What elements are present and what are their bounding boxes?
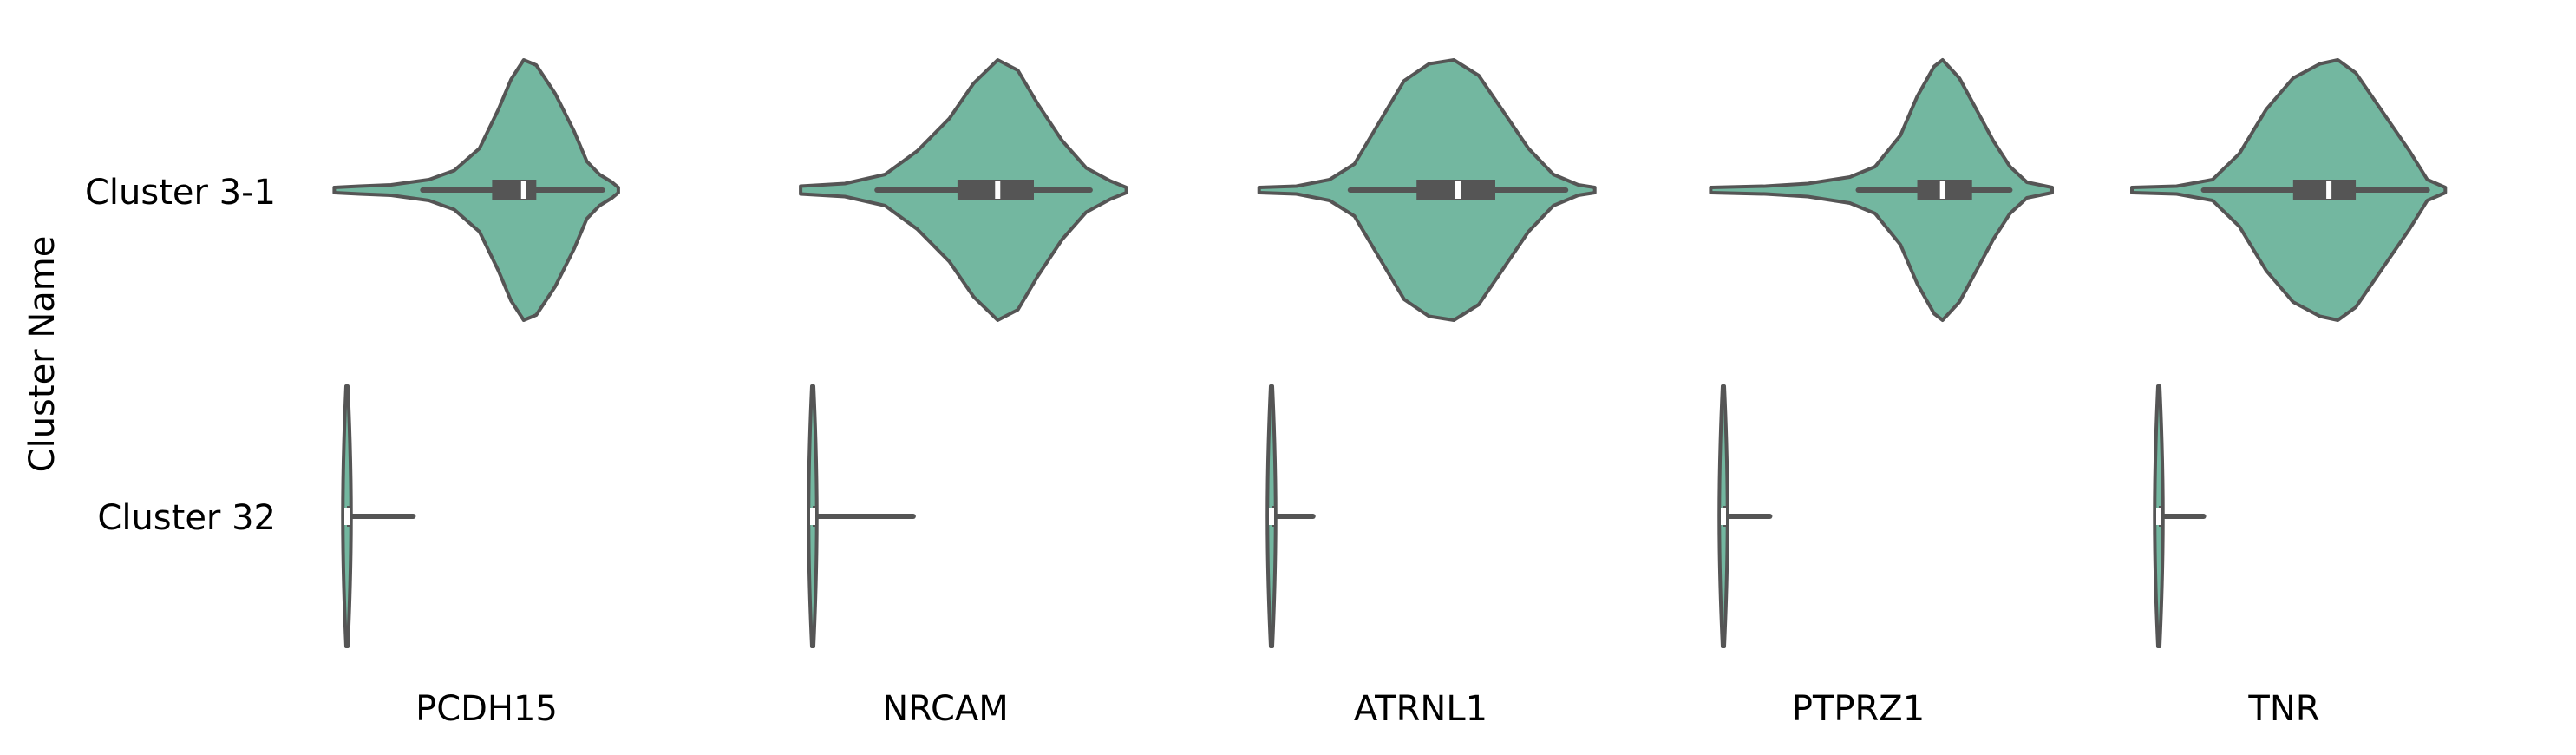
median-pcdh15-0 bbox=[520, 181, 526, 199]
median-nrcam-1 bbox=[810, 508, 815, 525]
median-tnr-1 bbox=[2156, 508, 2161, 525]
median-ptprz1-1 bbox=[1721, 508, 1726, 525]
median-nrcam-0 bbox=[995, 181, 1001, 199]
median-pcdh15-1 bbox=[344, 508, 350, 525]
median-atrnl1-1 bbox=[1269, 508, 1274, 525]
y-axis-label: Cluster Name bbox=[23, 236, 62, 473]
iqr-box-tnr-0 bbox=[2292, 180, 2357, 200]
gene-label-tnr: TNR bbox=[2247, 689, 2319, 729]
median-atrnl1-0 bbox=[1455, 181, 1461, 199]
median-tnr-0 bbox=[2326, 181, 2332, 199]
panels-group: PCDH15 NRCAM ATRNL1 PTPRZ1 TNR bbox=[332, 58, 2448, 729]
gene-label-atrnl1: ATRNL1 bbox=[1354, 689, 1487, 729]
iqr-box-pcdh15-0 bbox=[492, 180, 537, 200]
row-label-cluster-32: Cluster 32 bbox=[97, 498, 276, 538]
gene-label-ptprz1: PTPRZ1 bbox=[1792, 689, 1925, 729]
gene-label-pcdh15: PCDH15 bbox=[415, 689, 558, 729]
row-label-cluster-3-1: Cluster 3-1 bbox=[85, 173, 276, 213]
gene-label-nrcam: NRCAM bbox=[882, 689, 1009, 729]
median-ptprz1-0 bbox=[1939, 181, 1945, 199]
